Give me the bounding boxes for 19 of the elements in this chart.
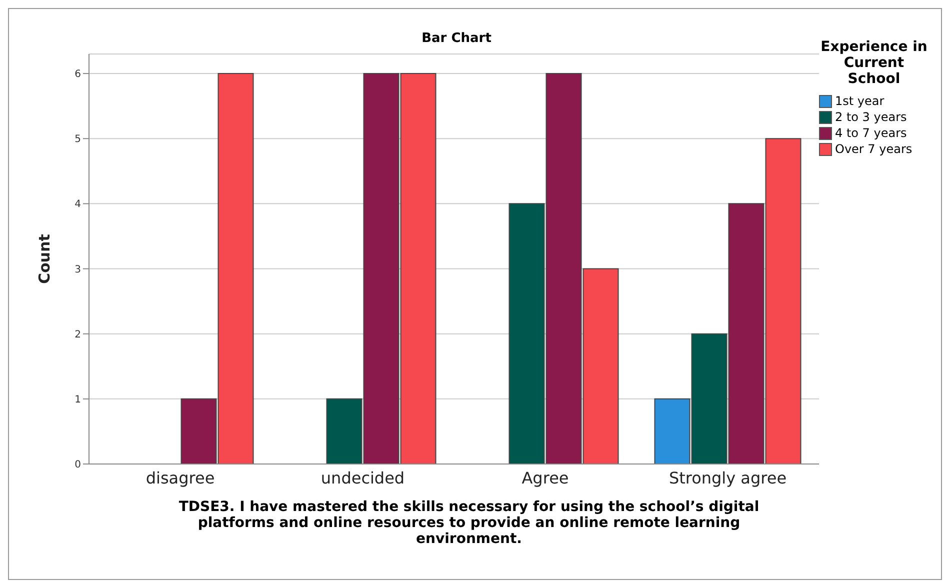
y-tick-label: 3 bbox=[74, 264, 81, 276]
x-axis-title: TDSE3. I have mastered the skills necessary for using the school’s digital platforms and online resources to provide an online remote learning environment. bbox=[178, 499, 760, 547]
y-tick-label: 5 bbox=[74, 134, 81, 146]
y-tick-label: 4 bbox=[74, 199, 81, 210]
legend-label: 1st year bbox=[835, 94, 884, 108]
x-tick-label: undecided bbox=[320, 468, 405, 488]
legend-label: Over 7 years bbox=[835, 142, 912, 156]
y-tick-label: 2 bbox=[74, 329, 81, 340]
y-tick-label: 1 bbox=[74, 394, 81, 406]
x-tick-label: Agree bbox=[522, 468, 569, 488]
legend-title: Experience in Current School bbox=[820, 39, 928, 87]
chart-title: Bar Chart bbox=[422, 31, 492, 46]
y-axis-title: Count bbox=[35, 234, 54, 284]
x-tick-label: disagree bbox=[146, 468, 215, 488]
legend-label: 2 to 3 years bbox=[835, 110, 907, 124]
y-tick-label: 6 bbox=[74, 69, 81, 80]
x-tick-label: Strongly agree bbox=[668, 468, 787, 488]
legend-label: 4 to 7 years bbox=[835, 126, 907, 140]
y-tick-label: 0 bbox=[74, 460, 81, 471]
